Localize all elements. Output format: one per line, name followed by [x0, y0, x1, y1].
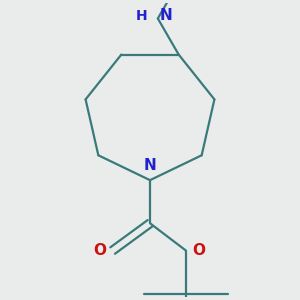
Text: N: N: [159, 8, 172, 23]
Text: O: O: [93, 243, 106, 258]
Text: O: O: [192, 243, 205, 258]
Text: H: H: [136, 9, 148, 22]
Text: N: N: [144, 158, 156, 173]
